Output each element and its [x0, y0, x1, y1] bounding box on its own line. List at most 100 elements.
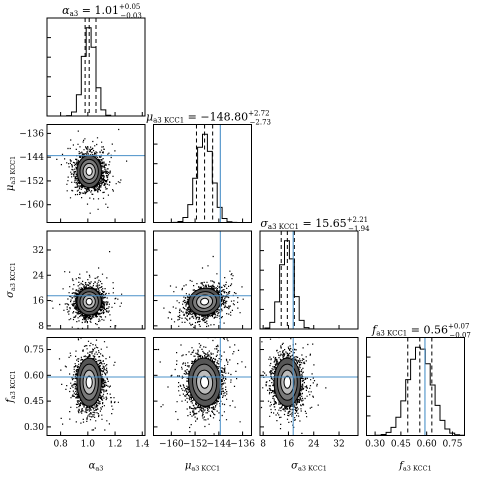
x-axis-label-mu: μa3 KCC1 — [185, 461, 220, 473]
title-alpha: αa3 = 1.01+0.05 −0.03 — [62, 3, 142, 20]
panel-frame — [259, 337, 359, 436]
x-tick-label-alpha-2: 1.2 — [108, 440, 122, 450]
panel-content — [47, 251, 145, 329]
panel-alpha-mu: −160 −152 −144 −136 — [19, 124, 146, 223]
x-tick-label-f-0: 0.30 — [365, 440, 385, 450]
x-tick-label-sigma-1: 16 — [283, 440, 295, 450]
x-tick-label-f-2: 0.60 — [417, 440, 437, 450]
panel-frame — [366, 337, 465, 436]
panel-content — [47, 128, 145, 214]
y-tick-label-f-3: 0.75 — [24, 346, 44, 356]
title-subscript: a3 KCC1 — [153, 117, 184, 125]
panel-mu-mu — [153, 124, 252, 223]
title-plus-error: +2.21 — [347, 216, 368, 224]
title-plus-error: +0.07 — [448, 323, 469, 331]
panel-alpha-f: 0.8 1.0 1.2 1.4 0.30 0.45 0.60 0.75 — [24, 337, 150, 450]
x-tick-label-mu-0: −160 — [159, 440, 184, 450]
y-tick-label-sigma-2: 24 — [33, 271, 45, 281]
title-value: = 1.01 — [78, 4, 119, 17]
contour-alpha-f-0 — [85, 375, 93, 389]
x-tick-label-f-1: 0.45 — [391, 440, 411, 450]
panel-frame — [46, 17, 146, 117]
panel-f-f: 0.30 0.45 0.60 0.75 — [365, 337, 465, 450]
samples-alpha-sigma — [51, 251, 123, 329]
title-value: = 15.65 — [299, 217, 347, 230]
histogram-sigma — [260, 240, 358, 329]
contour-mu-f-0 — [200, 375, 210, 389]
y-tick-label-mu-3: −136 — [19, 129, 44, 139]
panel-content — [260, 337, 358, 436]
x-axis-label-f: fa3 KCC1 — [398, 461, 432, 473]
x-tick-label-alpha-1: 1.0 — [81, 440, 96, 450]
x-tick-label-sigma-0: 8 — [260, 440, 266, 450]
title-symbol: f — [371, 324, 378, 337]
panel-frame — [46, 337, 146, 436]
y-tick-label-f-0: 0.30 — [24, 423, 44, 433]
panel-content — [153, 231, 252, 329]
x-tick-label-mu-1: −152 — [183, 440, 208, 450]
panel-frame — [153, 230, 252, 330]
contour-sigma-f-0 — [283, 375, 292, 389]
title-value: = 0.56 — [407, 324, 448, 337]
title-plus-error: +0.05 — [119, 3, 140, 11]
title-subscript: a3 KCC1 — [376, 330, 407, 338]
y-axis-label-mu: μa3 KCC1 — [5, 156, 17, 191]
title-minus-error: −0.03 — [120, 12, 141, 20]
panel-content — [47, 337, 145, 436]
title-minus-error: −2.73 — [250, 119, 271, 127]
x-tick-label-mu-3: −136 — [230, 440, 255, 450]
title-plus-error: +2.72 — [248, 110, 269, 118]
x-tick-label-alpha-3: 1.4 — [135, 440, 150, 450]
panel-frame — [153, 124, 252, 223]
title-sigma: σa3 KCC1 = 15.65+2.21 −1.94 — [260, 216, 370, 233]
contour-alpha-mu-0 — [85, 166, 93, 176]
x-tick-label-sigma-2: 24 — [308, 440, 320, 450]
y-tick-label-sigma-0: 8 — [38, 322, 44, 332]
panel-alpha-sigma: 8 16 24 32 — [33, 230, 146, 332]
y-axis-label-f: fa3 KCC1 — [5, 370, 17, 404]
panel-frame — [259, 230, 359, 330]
x-tick-label-alpha-0: 0.8 — [53, 440, 68, 450]
title-subscript: a3 KCC1 — [268, 223, 299, 231]
panel-content — [366, 337, 465, 436]
panel-sigma-f: 8 16 24 32 — [259, 337, 359, 450]
contour-mu-sigma-0 — [200, 297, 210, 306]
x-tick-label-mu-2: −144 — [206, 440, 231, 450]
y-tick-label-sigma-1: 16 — [33, 297, 45, 307]
x-axis-label-alpha: αa3 — [89, 461, 104, 473]
title-minus-error: −0.07 — [449, 332, 470, 340]
y-axis-label-sigma: σa3 KCC1 — [5, 262, 17, 298]
panel-content — [260, 231, 358, 329]
x-tick-label-sigma-3: 32 — [333, 440, 344, 450]
y-tick-label-mu-2: −144 — [19, 153, 44, 163]
title-subscript: a3 — [70, 10, 79, 18]
panel-frame — [153, 337, 252, 436]
y-tick-label-f-1: 0.45 — [24, 397, 44, 407]
title-value: = −148.80 — [184, 111, 248, 124]
y-tick-label-sigma-3: 32 — [33, 246, 44, 256]
x-axis-label-sigma: σa3 KCC1 — [291, 461, 327, 473]
title-f: fa3 KCC1 = 0.56+0.07 −0.07 — [371, 323, 471, 340]
panel-frame — [46, 124, 146, 223]
histogram-mu — [153, 133, 252, 223]
title-symbol: α — [62, 4, 70, 17]
panel-content — [153, 124, 252, 223]
panel-alpha-alpha — [46, 17, 146, 117]
x-tick-label-f-3: 0.75 — [442, 440, 462, 450]
title-symbol: σ — [260, 217, 268, 230]
histogram-f — [366, 346, 465, 436]
y-tick-label-mu-1: −152 — [19, 177, 44, 187]
panel-mu-sigma — [153, 230, 252, 330]
contour-alpha-sigma-0 — [85, 297, 93, 306]
panel-frame — [46, 230, 146, 330]
title-symbol: μ — [146, 111, 153, 124]
panel-content — [47, 18, 145, 116]
panel-content — [153, 337, 252, 436]
y-tick-label-mu-0: −160 — [19, 201, 44, 211]
title-minus-error: −1.94 — [348, 225, 370, 233]
panel-mu-f: −160 −152 −144 −136 — [153, 337, 255, 450]
